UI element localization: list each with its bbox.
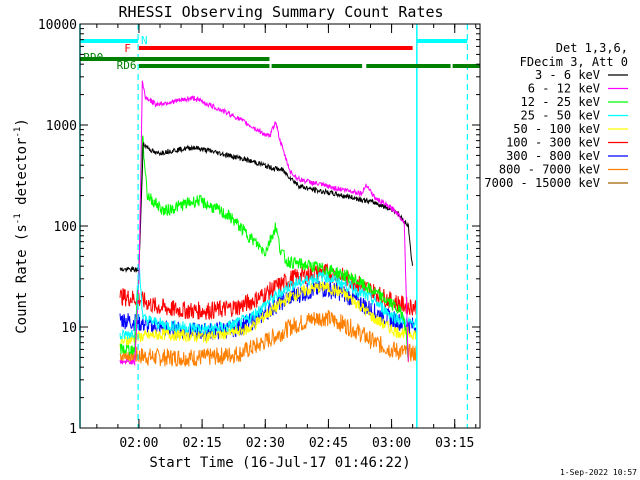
legend-label: 50 - 100 keV <box>513 122 600 136</box>
legend-label: 6 - 12 keV <box>528 82 600 96</box>
y-axis: 1 10 100 1000 10000 <box>38 18 480 437</box>
timestamp: 1-Sep-2022 10:57 <box>560 468 637 477</box>
series-layer <box>119 80 417 368</box>
x-tick-label: 02:15 <box>183 436 222 451</box>
series-line-3-6keV <box>119 141 413 273</box>
legend-label: 100 - 300 keV <box>506 136 600 150</box>
series-line-25-50keV <box>119 267 417 340</box>
legend-header-line-1: Det 1,3,6, <box>556 41 628 55</box>
night-label: N <box>141 34 148 47</box>
y-tick-label: 1 <box>69 422 77 437</box>
rd0-label: RD0 <box>83 51 103 64</box>
chart-title: RHESSI Observing Summary Count Rates <box>118 3 443 21</box>
x-tick-label: 03:15 <box>435 436 474 451</box>
legend-label: 12 - 25 keV <box>521 95 600 109</box>
legend-header-line-2: FDecim 3, Att 0 <box>520 55 628 69</box>
series-line-12-25keV <box>119 135 409 360</box>
series-line-6-12keV <box>119 80 409 367</box>
rd6-label: RD6 <box>117 59 137 72</box>
x-tick-label: 02:30 <box>246 436 285 451</box>
legend-label: 7000 - 15000 keV <box>484 176 600 190</box>
y-tick-label: 100 <box>54 220 77 235</box>
legend-label: 3 - 6 keV <box>535 68 600 82</box>
legend-label: 300 - 800 keV <box>506 149 600 163</box>
series-line-50-100keV <box>119 281 417 349</box>
y-tick-label: 10000 <box>38 18 77 33</box>
legend-label: 25 - 50 keV <box>521 109 600 123</box>
annotation-layer: NF RD0 RD6 <box>79 24 480 428</box>
series-line-800-7000keV <box>119 310 417 368</box>
x-tick-label: 03:00 <box>372 436 411 451</box>
x-axis: 02:00 02:15 02:30 02:45 03:00 03:15 <box>96 24 477 451</box>
series-line-300-800keV <box>119 280 417 341</box>
x-tick-label: 02:45 <box>309 436 348 451</box>
y-tick-label: 1000 <box>46 119 77 134</box>
legend-label: 800 - 7000 keV <box>499 163 600 177</box>
y-axis-label: Count Rate (s-1 detector-1) <box>13 118 30 334</box>
x-axis-label: Start Time (16-Jul-17 01:46:22) <box>149 455 410 471</box>
y-tick-label: 10 <box>61 321 77 336</box>
series-line-100-300keV <box>119 263 417 321</box>
flare-label: F <box>124 42 131 55</box>
x-tick-label: 02:00 <box>119 436 158 451</box>
